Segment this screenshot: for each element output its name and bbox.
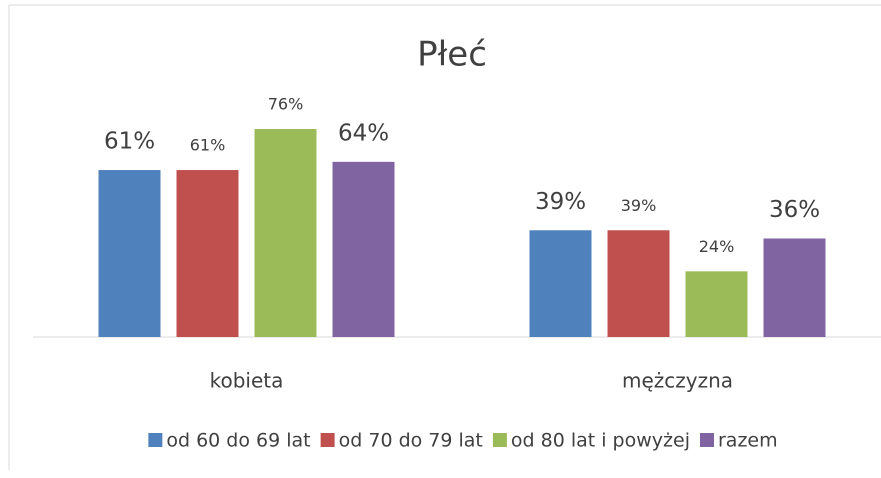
bar	[176, 170, 239, 337]
legend-swatch	[148, 433, 163, 447]
bar	[763, 238, 826, 337]
bar	[332, 161, 395, 337]
x-tick-label: kobieta	[210, 369, 284, 393]
data-label: 36%	[769, 197, 820, 223]
legend-swatch	[492, 433, 507, 447]
bar	[529, 230, 592, 337]
legend-label: od 60 do 69 lat	[166, 430, 310, 452]
bar	[98, 170, 161, 337]
data-label: 39%	[535, 189, 586, 215]
chart-title: Płeć	[417, 35, 487, 75]
legend-label: od 70 do 79 lat	[339, 430, 483, 452]
data-label: 24%	[699, 237, 735, 256]
legend-label: razem	[718, 430, 778, 452]
data-label: 64%	[338, 120, 389, 146]
legend-swatch	[699, 433, 714, 447]
data-label: 61%	[104, 129, 155, 155]
data-label: 39%	[621, 196, 657, 215]
bar	[254, 129, 317, 337]
data-label: 61%	[190, 136, 226, 155]
data-label: 76%	[268, 95, 304, 114]
legend-label: od 80 lat i powyżej	[511, 430, 690, 452]
bar	[607, 230, 670, 337]
x-tick-label: mężczyzna	[622, 369, 733, 393]
legend-swatch	[320, 433, 335, 447]
bar	[685, 271, 748, 337]
